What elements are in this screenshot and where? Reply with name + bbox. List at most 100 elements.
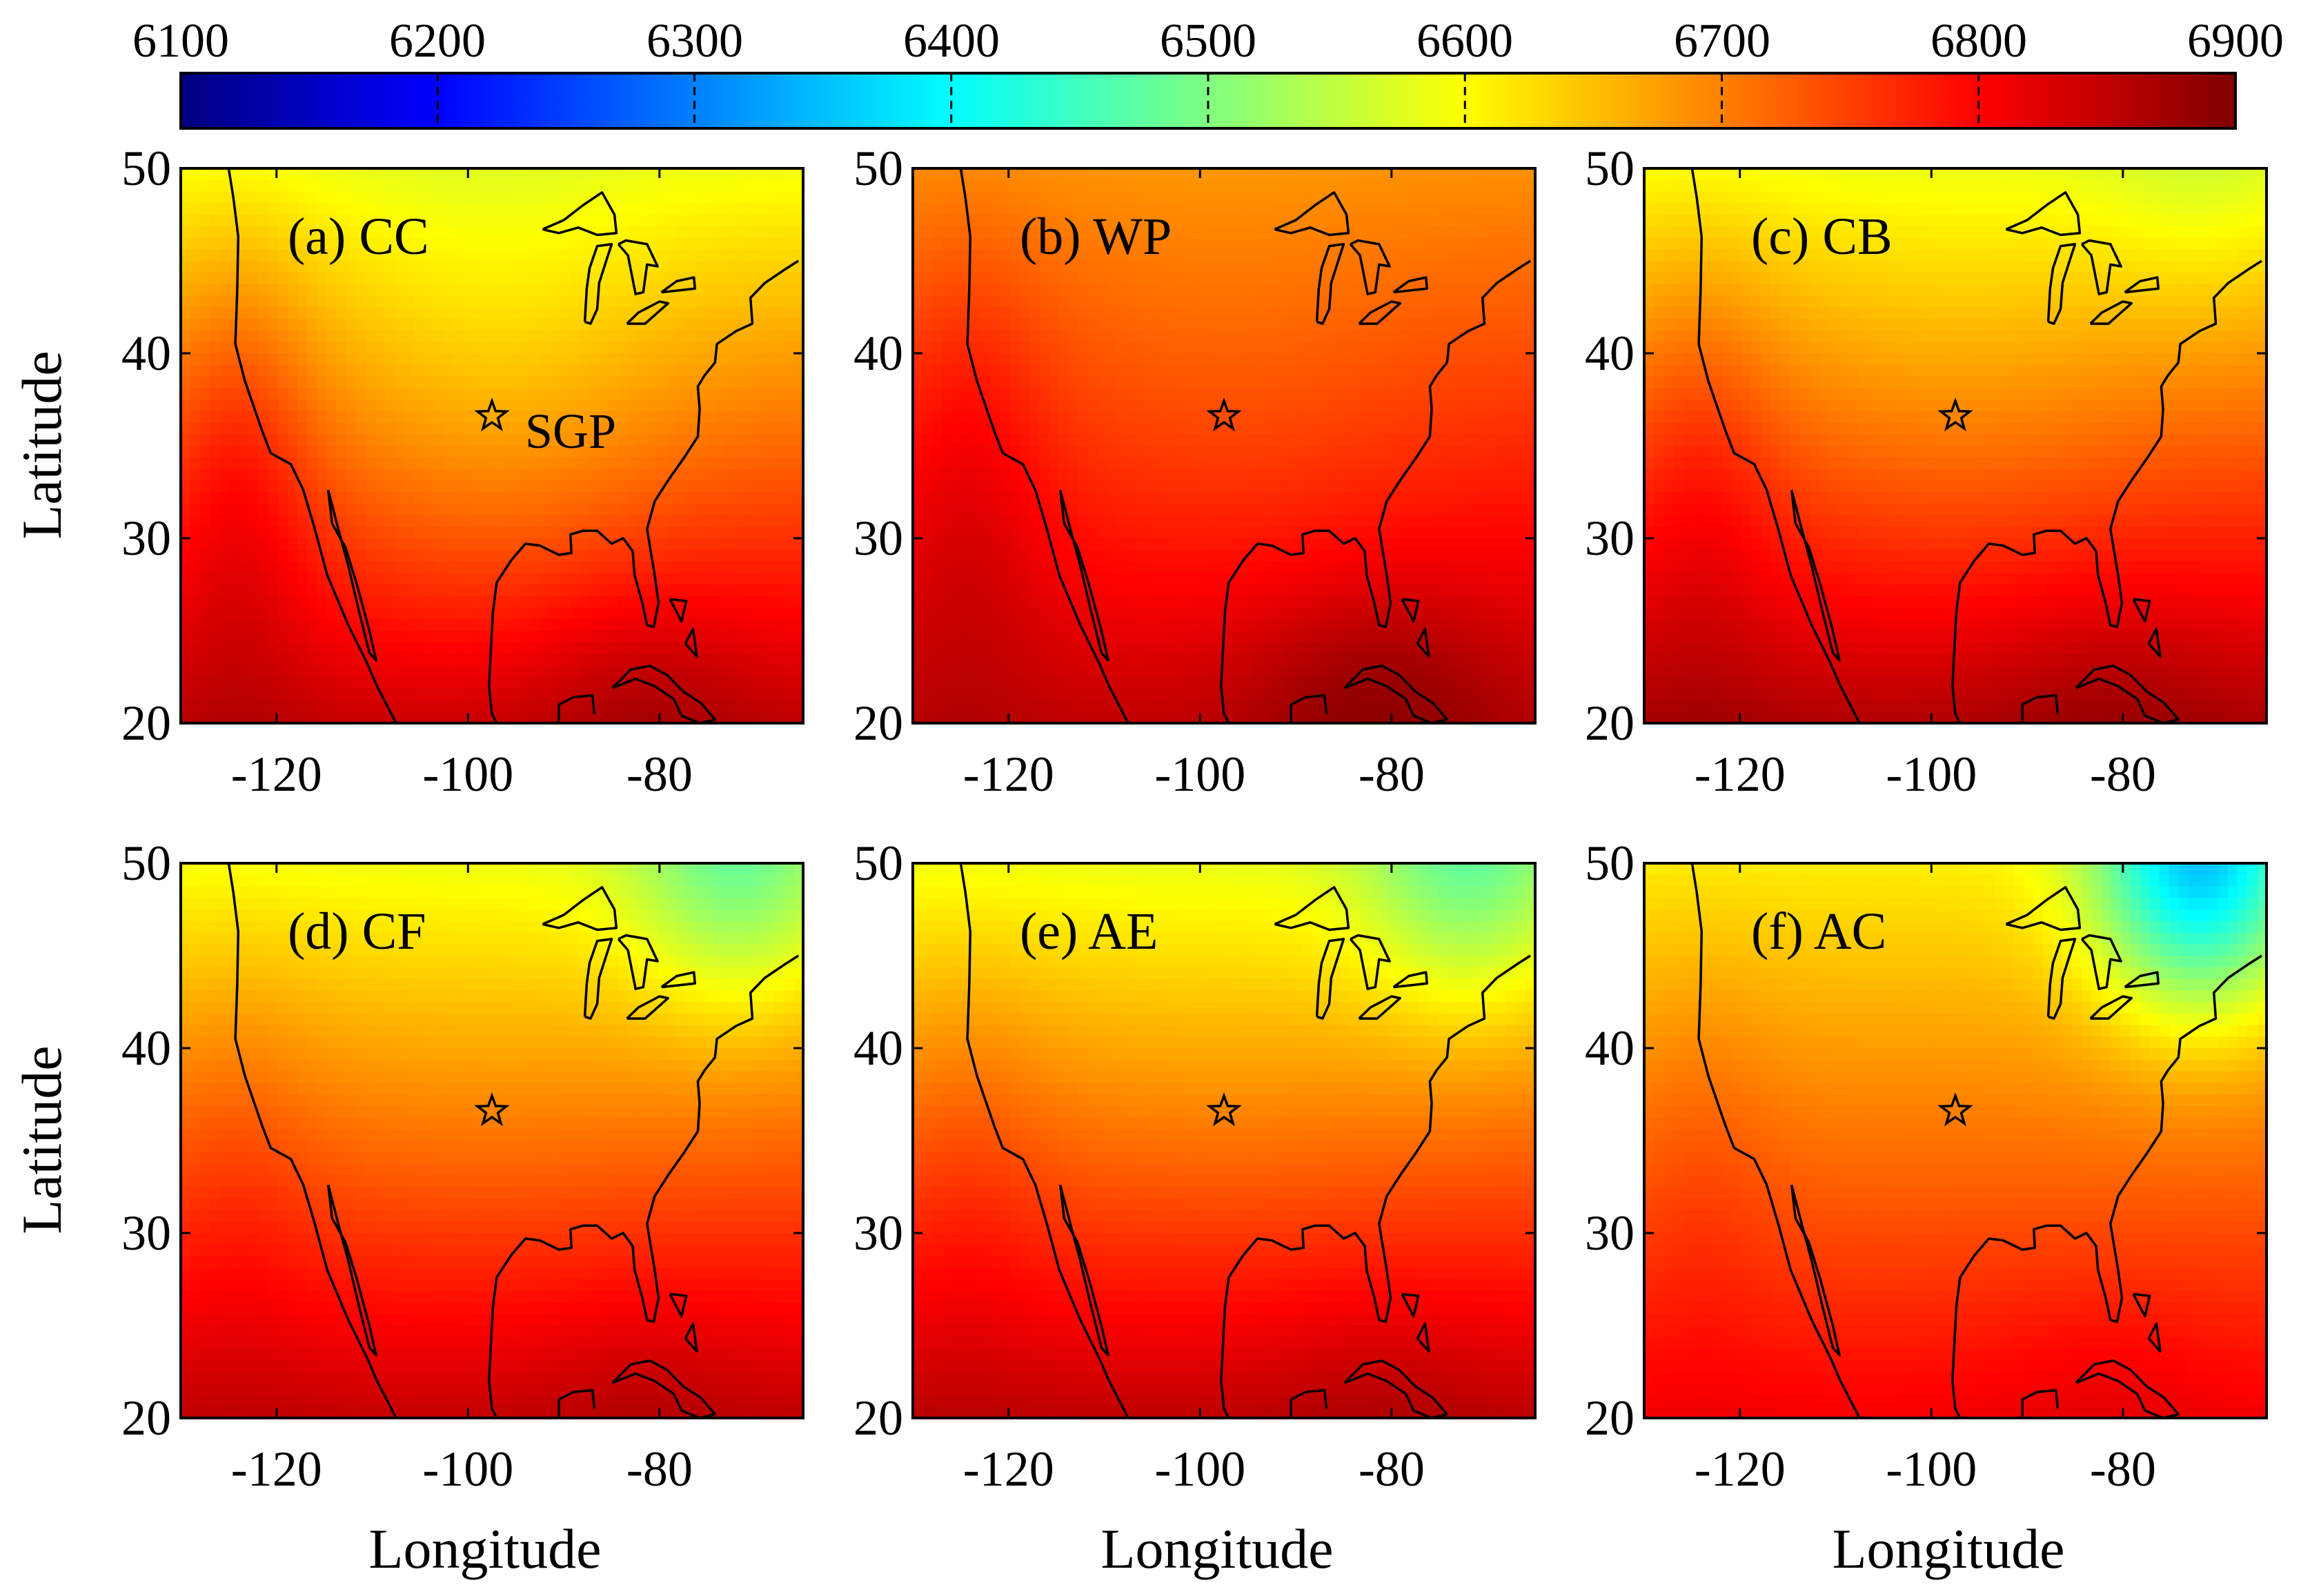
heatmap-cell xyxy=(200,607,211,620)
heatmap-cell xyxy=(942,203,953,215)
heatmap-cell xyxy=(1185,526,1196,539)
heatmap-cell xyxy=(942,549,953,562)
heatmap-cell xyxy=(725,272,736,285)
heatmap-cell xyxy=(433,631,444,643)
heatmap-cell xyxy=(1097,595,1108,609)
heatmap-cell xyxy=(961,353,972,366)
heatmap-cell xyxy=(773,665,784,678)
heatmap-cell xyxy=(1214,515,1225,528)
heatmap-cell xyxy=(706,400,716,412)
heatmap-cell xyxy=(1194,561,1205,574)
heatmap-cell xyxy=(1000,388,1011,400)
heatmap-cell xyxy=(638,492,649,504)
heatmap-cell xyxy=(190,631,201,643)
heatmap-cell xyxy=(1146,342,1157,354)
heatmap-cell xyxy=(492,549,502,562)
heatmap-cell xyxy=(482,538,493,551)
heatmap-cell xyxy=(942,457,953,470)
heatmap-cell xyxy=(579,642,590,655)
heatmap-cell xyxy=(1029,318,1040,331)
heatmap-cell xyxy=(1204,179,1215,193)
heatmap-cell xyxy=(384,400,395,412)
heatmap-cell xyxy=(942,653,953,667)
heatmap-cell xyxy=(540,503,551,516)
heatmap-cell xyxy=(492,295,502,308)
heatmap-cell xyxy=(1020,561,1030,574)
heatmap-cell xyxy=(190,388,201,400)
heatmap-cell xyxy=(200,503,211,516)
heatmap-cell xyxy=(414,642,425,655)
heatmap-cell xyxy=(326,700,337,713)
heatmap-cell xyxy=(793,492,803,504)
heatmap-cell xyxy=(1204,688,1215,701)
heatmap-cell xyxy=(1282,261,1293,273)
heatmap-cell xyxy=(1097,168,1108,181)
heatmap-cell xyxy=(628,653,639,667)
heatmap-cell xyxy=(1127,422,1137,435)
heatmap-cell xyxy=(980,353,991,366)
heatmap-cell xyxy=(317,388,328,400)
heatmap-cell xyxy=(980,573,991,585)
heatmap-cell xyxy=(1263,526,1274,539)
heatmap-cell xyxy=(1107,631,1118,643)
heatmap-cell xyxy=(735,400,746,412)
heatmap-cell xyxy=(657,272,668,285)
heatmap-cell xyxy=(521,711,532,723)
heatmap-cell xyxy=(462,469,473,482)
heatmap-cell xyxy=(1029,307,1040,319)
heatmap-cell xyxy=(922,318,933,331)
heatmap-cell xyxy=(932,261,943,273)
heatmap-cell xyxy=(229,653,240,667)
heatmap-cell xyxy=(735,549,746,562)
heatmap-cell xyxy=(990,573,1001,585)
heatmap-cell xyxy=(1127,515,1137,528)
heatmap-cell xyxy=(1087,388,1098,400)
heatmap-cell xyxy=(414,515,425,528)
heatmap-cell xyxy=(229,711,240,723)
heatmap-cell xyxy=(307,595,318,609)
heatmap-cell xyxy=(433,342,444,354)
heatmap-cell xyxy=(569,168,580,181)
heatmap-cell xyxy=(569,515,580,528)
heatmap-cell xyxy=(443,284,454,297)
heatmap-cell xyxy=(1263,353,1274,366)
heatmap-cell xyxy=(1049,215,1060,227)
heatmap-cell xyxy=(1185,700,1196,713)
heatmap-cell xyxy=(550,203,561,215)
heatmap-cell xyxy=(990,677,1001,689)
heatmap-cell xyxy=(599,503,609,516)
heatmap-cell xyxy=(414,688,425,701)
heatmap-cell xyxy=(706,631,716,643)
heatmap-cell xyxy=(783,330,794,343)
heatmap-cell xyxy=(725,388,736,400)
heatmap-cell xyxy=(754,711,765,723)
heatmap-cell xyxy=(395,515,405,528)
heatmap-cell xyxy=(599,457,609,470)
heatmap-cell xyxy=(628,342,639,354)
heatmap-cell xyxy=(384,492,395,504)
heatmap-cell xyxy=(1116,168,1127,181)
heatmap-cell xyxy=(1097,480,1108,493)
heatmap-cell xyxy=(277,400,288,412)
heatmap-cell xyxy=(210,573,221,585)
heatmap-cell xyxy=(1175,526,1186,539)
heatmap-cell xyxy=(404,503,415,516)
heatmap-cell xyxy=(384,631,395,643)
y-tick-label: 50 xyxy=(121,141,171,196)
heatmap-cell xyxy=(424,434,435,446)
heatmap-cell xyxy=(628,619,639,631)
heatmap-cell xyxy=(288,434,298,446)
heatmap-cell xyxy=(1078,353,1089,366)
heatmap-cell xyxy=(764,700,775,713)
heatmap-cell xyxy=(540,295,551,308)
heatmap-cell xyxy=(200,538,211,551)
heatmap-cell xyxy=(1253,388,1264,400)
heatmap-cell xyxy=(1058,284,1069,297)
heatmap-cell xyxy=(482,631,493,643)
heatmap-cell xyxy=(1253,376,1264,389)
heatmap-cell xyxy=(1116,272,1127,285)
heatmap-cell xyxy=(754,677,765,689)
heatmap-cell xyxy=(200,330,211,343)
heatmap-cell xyxy=(1146,261,1157,273)
heatmap-cell xyxy=(433,307,444,319)
